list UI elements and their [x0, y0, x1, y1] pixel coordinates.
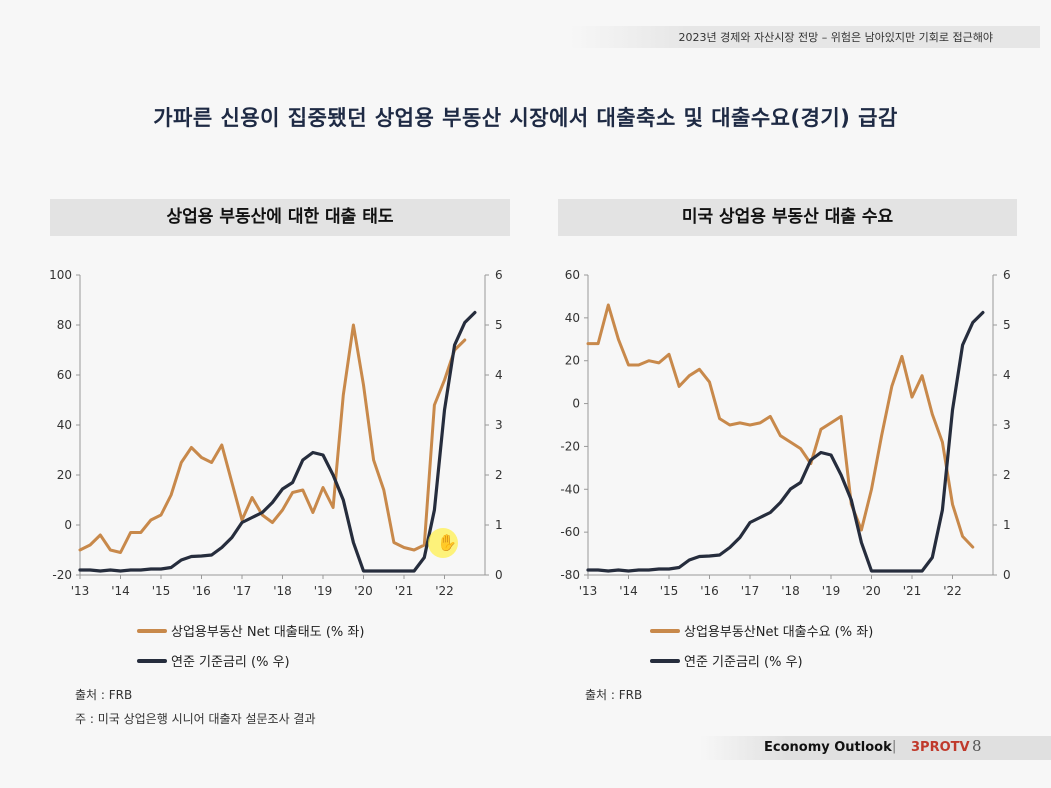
right-legend-demand: 상업용부동산Net 대출수요 (% 좌) — [650, 621, 873, 640]
legend-swatch-attitude — [137, 628, 167, 633]
legend-label: 연준 기준금리 (% 우) — [684, 655, 803, 670]
left-left-tick-label: -20 — [52, 568, 72, 582]
footer-brand: 3PROTV — [911, 740, 970, 755]
left-chart: 100 80 60 40 20 0 -20 6 5 4 3 2 1 0 '13 '14 '15 '16 '17 '18… — [49, 268, 503, 598]
left-x-tick-label: '19 — [314, 584, 333, 598]
hand-cursor-icon: ✋ — [437, 533, 457, 552]
header-bar — [570, 26, 1040, 48]
footer-bar — [700, 736, 1051, 760]
left-right-tick-label: 2 — [495, 468, 503, 482]
right-left-tick-label: -80 — [560, 568, 580, 582]
right-x-tick-label: '17 — [741, 584, 760, 598]
cursor-highlight — [428, 528, 458, 558]
left-right-tick-label: 3 — [495, 418, 503, 432]
left-legend-rate: 연준 기준금리 (% 우) — [137, 651, 290, 670]
right-x-tick-label: '16 — [700, 584, 719, 598]
left-series-line-rate — [78, 310, 477, 573]
left-left-tick-label: 20 — [57, 468, 72, 482]
right-chart-title: 미국 상업용 부동산 대출 수요 — [558, 199, 1017, 236]
right-x-tick-label: '21 — [903, 584, 922, 598]
legend-swatch-rate — [137, 658, 167, 663]
right-right-tick-label: 5 — [1003, 318, 1011, 332]
right-left-tick-label: 20 — [565, 354, 580, 368]
left-right-tick-label: 0 — [495, 568, 503, 582]
left-right-tick-label: 5 — [495, 318, 503, 332]
right-x-tick-label: '13 — [579, 584, 598, 598]
legend-swatch-rate — [650, 658, 680, 663]
right-right-tick-label: 3 — [1003, 418, 1011, 432]
legend-label: 연준 기준금리 (% 우) — [171, 655, 290, 670]
page-title: 가파른 신용이 집중됐던 상업용 부동산 시장에서 대출축소 및 대출수요(경기… — [153, 106, 898, 130]
footer-outlook: Economy Outlook — [764, 740, 892, 755]
left-x-tick-label: '16 — [192, 584, 211, 598]
right-x-tick-label: '18 — [781, 584, 800, 598]
left-footnote: 주 : 미국 상업은행 시니어 대출자 설문조사 결과 — [75, 712, 316, 726]
right-left-tick-label: 0 — [572, 397, 580, 411]
left-left-tick-label: 40 — [57, 418, 72, 432]
left-chart-title: 상업용 부동산에 대한 대출 태도 — [50, 199, 510, 236]
page-number: 8 — [972, 737, 982, 755]
right-x-tick-label: '20 — [862, 584, 881, 598]
left-source: 출처 : FRB — [75, 688, 133, 702]
right-source: 출처 : FRB — [585, 688, 643, 702]
right-right-tick-label: 4 — [1003, 368, 1011, 382]
right-series-line-rate — [586, 310, 985, 573]
right-right-tick-label: 1 — [1003, 518, 1011, 532]
left-left-tick-label: 80 — [57, 318, 72, 332]
legend-swatch-demand — [650, 628, 680, 633]
right-x-tick-label: '14 — [619, 584, 638, 598]
right-series-line-main — [586, 303, 975, 549]
left-series-line-main — [78, 323, 467, 554]
left-left-tick-label: 60 — [57, 368, 72, 382]
left-x-tick-label: '17 — [233, 584, 252, 598]
left-right-tick-label: 1 — [495, 518, 503, 532]
right-left-tick-label: 40 — [565, 311, 580, 325]
right-left-tick-label: 60 — [565, 268, 580, 282]
left-x-tick-label: '20 — [354, 584, 373, 598]
right-x-tick-label: '19 — [822, 584, 841, 598]
left-x-tick-label: '15 — [152, 584, 171, 598]
right-right-tick-label: 2 — [1003, 468, 1011, 482]
right-left-tick-label: -20 — [560, 439, 580, 453]
left-right-tick-label: 6 — [495, 268, 503, 282]
right-x-tick-label: '15 — [660, 584, 679, 598]
legend-label: 상업용부동산 Net 대출태도 (% 좌) — [171, 625, 365, 640]
left-x-tick-label: '14 — [111, 584, 130, 598]
right-legend-rate: 연준 기준금리 (% 우) — [650, 651, 803, 670]
left-x-tick-label: '18 — [273, 584, 292, 598]
right-left-tick-label: -40 — [560, 482, 580, 496]
footer-separator: | — [892, 739, 897, 754]
left-x-tick-label: '13 — [71, 584, 90, 598]
legend-label: 상업용부동산Net 대출수요 (% 좌) — [684, 625, 874, 640]
right-chart: 60 40 20 0 -20 -40 -60 -80 6 5 4 3 2 1 0 '13 '14 '15 '16 '1… — [560, 268, 1011, 598]
left-right-tick-label: 4 — [495, 368, 503, 382]
header-text: 2023년 경제와 자산시장 전망 – 위험은 남아있지만 기회로 접근해야 — [678, 31, 993, 44]
left-left-tick-label: 100 — [49, 268, 72, 282]
left-left-tick-label: 0 — [64, 518, 72, 532]
right-right-tick-label: 6 — [1003, 268, 1011, 282]
left-legend-attitude: 상업용부동산 Net 대출태도 (% 좌) — [137, 621, 364, 640]
right-right-tick-label: 0 — [1003, 568, 1011, 582]
right-left-tick-label: -60 — [560, 525, 580, 539]
right-x-tick-label: '22 — [943, 584, 962, 598]
left-x-tick-label: '21 — [395, 584, 414, 598]
left-x-tick-label: '22 — [435, 584, 454, 598]
